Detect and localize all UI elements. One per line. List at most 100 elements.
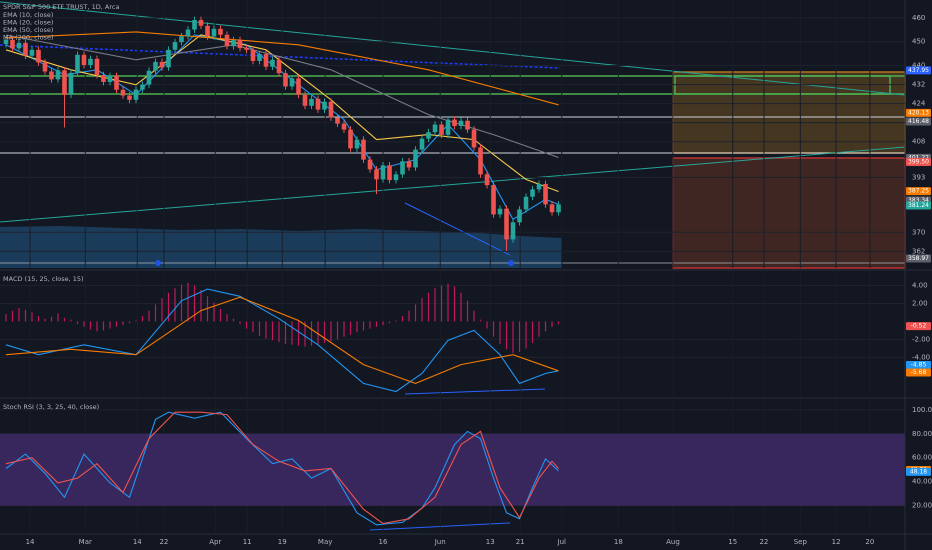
- histogram-bar: [375, 321, 378, 327]
- candle-body: [393, 174, 399, 181]
- histogram-bar: [148, 310, 150, 322]
- candle-body: [374, 169, 379, 180]
- candle-body: [257, 54, 262, 61]
- candle-body: [23, 42, 28, 56]
- histogram-bar: [505, 321, 508, 350]
- candle-body: [88, 58, 93, 66]
- price-badge: [906, 66, 931, 75]
- x-tick-label: Sep: [794, 538, 808, 546]
- histogram-bar: [50, 316, 53, 322]
- histogram-bar: [466, 300, 469, 322]
- histogram-bar: [128, 321, 131, 324]
- candle-body: [348, 129, 353, 149]
- candle-body: [237, 40, 243, 49]
- candle-body: [517, 209, 522, 223]
- candle-body: [42, 62, 48, 72]
- price-badge: [906, 117, 931, 126]
- candle-body: [335, 117, 340, 124]
- y-tick-label: 80.00: [912, 430, 932, 438]
- indicator-line: [5, 411, 559, 525]
- candle-body: [543, 183, 548, 205]
- candle-body: [153, 61, 158, 71]
- candle-body: [536, 183, 542, 190]
- histogram-bar: [102, 321, 105, 331]
- histogram-bar: [239, 321, 241, 325]
- candle-body: [244, 48, 249, 50]
- histogram-bar: [115, 321, 118, 327]
- y-tick-label: 4.00: [912, 281, 928, 289]
- candle-body: [289, 78, 295, 87]
- histogram-bar: [11, 310, 14, 322]
- candle-body: [276, 59, 282, 74]
- x-tick-label: Apr: [209, 538, 221, 546]
- price-badge-text: 383.34: [908, 197, 929, 204]
- histogram-bar: [252, 321, 254, 333]
- candle-body: [361, 139, 366, 160]
- histogram-bar: [44, 318, 46, 322]
- candle-body: [484, 174, 490, 186]
- histogram-bar: [551, 321, 553, 327]
- histogram-bar: [512, 321, 514, 353]
- candle-body: [452, 119, 457, 127]
- histogram-bar: [473, 310, 475, 322]
- candle-body: [29, 49, 35, 56]
- histogram-bar: [388, 321, 391, 324]
- candle-body: [302, 94, 308, 106]
- y-tick-label: 40.00: [912, 478, 932, 486]
- histogram-bar: [135, 320, 137, 322]
- histogram-bar: [265, 321, 267, 339]
- price-badge-text: 381.24: [908, 202, 929, 209]
- histogram-bar: [447, 283, 449, 322]
- histogram-bar: [479, 319, 482, 322]
- histogram-bar: [219, 308, 222, 322]
- candle-body: [16, 42, 22, 49]
- candle-body: [107, 75, 113, 82]
- candle-body: [530, 189, 535, 197]
- candle-body: [478, 147, 483, 175]
- price-badge-text: -5.68: [911, 369, 927, 376]
- candle-body: [94, 58, 100, 76]
- x-tick-label: 11: [243, 538, 252, 546]
- histogram-bar: [18, 307, 20, 322]
- candle-body: [406, 161, 412, 168]
- histogram-bar: [395, 320, 397, 322]
- candle-body: [504, 208, 509, 240]
- candle-body: [36, 49, 41, 63]
- marks: [3, 16, 561, 526]
- histogram-bar: [382, 321, 384, 326]
- legend-entry: EMA (50, close): [3, 26, 53, 34]
- price-badge-text: 437.95: [908, 67, 929, 74]
- x-tick-label: 14: [133, 538, 142, 546]
- x-tick-label: Jun: [434, 538, 446, 546]
- histogram-bar: [109, 321, 111, 329]
- price-badge: [906, 361, 931, 369]
- histogram-bar: [323, 321, 326, 343]
- y-tick-label: 362: [912, 247, 925, 255]
- y-tick-label: 100.00: [912, 406, 932, 414]
- candle-body: [218, 28, 223, 35]
- price-badge: [906, 187, 931, 196]
- candle-body: [491, 185, 496, 215]
- histogram-bar: [122, 321, 124, 326]
- trend-line: [0, 146, 906, 223]
- candle-body: [270, 59, 275, 67]
- candle-body: [198, 20, 204, 26]
- histogram-bar: [278, 321, 280, 343]
- candle-body: [328, 101, 334, 118]
- histogram-bar: [531, 321, 534, 343]
- histogram-bar: [362, 321, 365, 331]
- histogram-bar: [310, 321, 313, 346]
- x-tick-label: 18: [614, 538, 623, 546]
- histogram-bar: [434, 288, 436, 322]
- candle-body: [68, 72, 74, 95]
- candle-body: [471, 129, 477, 148]
- candle-body: [556, 204, 561, 213]
- histogram-bar: [518, 321, 521, 352]
- x-tick-label: Jul: [557, 538, 567, 546]
- x-tick-label: 19: [278, 538, 287, 546]
- candle-body: [296, 78, 301, 95]
- histogram-bar: [492, 321, 495, 337]
- candle-body: [3, 39, 9, 45]
- candle-body: [127, 95, 132, 100]
